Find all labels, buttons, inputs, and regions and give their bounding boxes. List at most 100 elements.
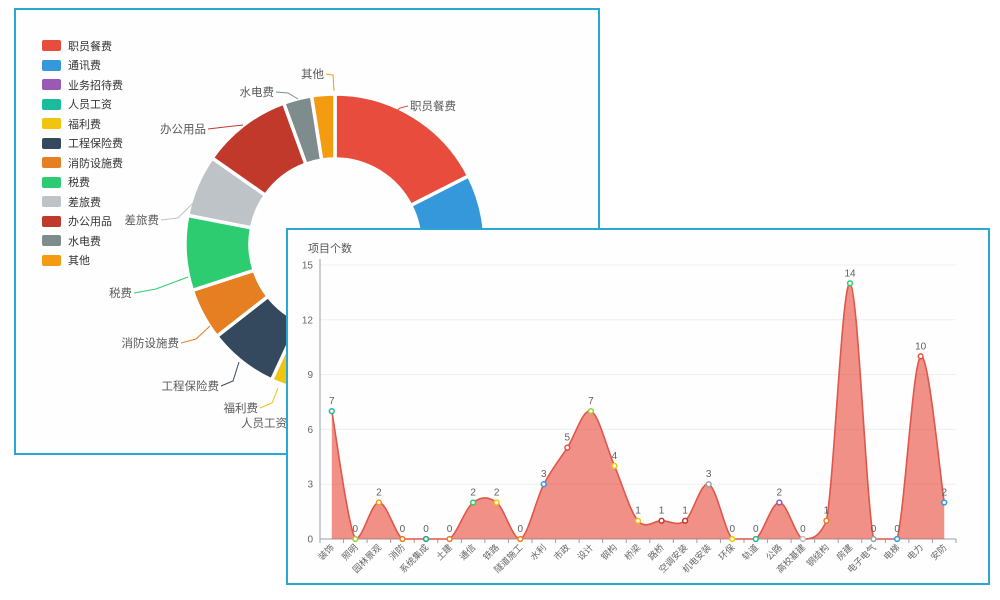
legend-swatch-icon [42,235,61,247]
data-point [846,280,854,287]
y-axis-label: 9 [307,370,313,381]
x-axis-label: 钢构 [598,542,619,563]
donut-label-line [207,124,244,130]
legend-item-label: 办公用品 [68,216,112,229]
legend-item[interactable]: 业务招待费 [42,75,123,95]
area-series-fill[interactable] [331,283,945,539]
donut-legend: 职员餐费通讯费业务招待费人员工资福利费工程保险费消防设施费税费差旅费办公用品水电… [42,36,123,270]
data-point [611,462,618,470]
legend-item[interactable]: 其他 [42,251,123,271]
data-point [375,499,383,506]
data-point [564,444,571,451]
x-axis-label: 路桥 [645,542,666,563]
x-axis-label: 通信 [457,542,478,563]
donut-slice-label: 税费 [109,286,132,300]
donut-slice-label: 差旅费 [125,213,160,227]
donut-label-line [259,387,279,409]
point-value-label: 7 [329,396,335,407]
data-point [705,481,712,488]
area-chart: 0 3 6 9 12 15 7 0 2 0 0 0 2 2 0 3 5 7 4 1 1 1 3 0 0 2 0 1 14 0 0 10 2 装饰照… [302,259,957,575]
data-point [352,535,359,543]
data-point [493,499,500,506]
legend-item[interactable]: 消防设施费 [42,153,123,173]
legend-item-label: 水电费 [68,235,101,248]
donut-slice-label: 福利费 [224,401,259,415]
legend-item-label: 工程保险费 [68,138,123,151]
donut-label-line [275,91,299,100]
legend-item[interactable]: 通讯费 [42,56,123,76]
legend-swatch-icon [42,98,61,110]
data-point [422,535,430,543]
legend-item-label: 福利费 [68,118,101,131]
point-value-label: 7 [588,396,594,407]
legend-swatch-icon [42,254,61,266]
legend-item[interactable]: 工程保险费 [42,134,123,154]
data-point [893,535,901,543]
donut-label-line [325,73,335,92]
point-value-label: 1 [635,506,641,517]
point-value-label: 0 [423,524,429,535]
legend-swatch-icon [42,118,61,130]
point-value-label: 3 [706,469,712,480]
point-value-label: 1 [659,506,665,517]
legend-item[interactable]: 福利费 [42,114,123,134]
point-value-label: 2 [777,487,783,498]
data-point [540,481,547,488]
y-axis-label: 15 [302,261,314,272]
legend-item[interactable]: 水电费 [42,231,123,251]
data-point [517,535,524,543]
x-axis-label: 水利 [528,542,549,563]
legend-item-label: 税费 [68,177,90,190]
y-axis-label: 12 [302,315,314,326]
point-value-label: 0 [447,524,453,535]
donut-label-line [220,361,240,387]
point-value-label: 0 [517,524,523,535]
legend-swatch-icon [42,59,61,71]
point-value-label: 0 [753,524,759,535]
x-axis-label: 土建 [433,542,454,563]
area-chart-panel: 项目个数 0 3 6 9 12 15 7 0 2 0 0 0 2 2 0 3 5 7 4 1 1 1 3 0 0 2 0 1 14 0 0 1… [286,228,990,585]
data-point [799,535,807,543]
x-axis-label: 照明 [340,542,360,562]
donut-slice-label: 工程保险费 [162,379,220,393]
x-axis-label: 钢结构 [804,542,831,569]
x-axis-label: 设计 [575,542,596,563]
legend-item[interactable]: 办公用品 [42,212,123,232]
x-axis-label: 电力 [905,542,926,563]
x-axis-label: 市政 [551,542,572,563]
point-value-label: 1 [824,506,830,517]
data-point [399,535,406,543]
donut-slice-label: 其他 [301,68,324,81]
point-value-label: 2 [941,487,947,498]
data-point [634,517,642,524]
x-axis-label: 安防 [928,542,949,563]
legend-item[interactable]: 人员工资 [42,95,123,115]
x-axis-label: 桥梁 [622,542,643,563]
legend-item-label: 通讯费 [68,60,101,73]
y-axis-label: 3 [307,480,313,491]
legend-item[interactable]: 差旅费 [42,192,123,212]
legend-item-label: 差旅费 [68,196,101,209]
donut-slice-label: 人员工资 [241,417,287,430]
legend-swatch-icon [42,137,61,149]
donut-slice[interactable] [309,92,337,162]
legend-swatch-icon [42,79,61,91]
point-value-label: 0 [800,524,806,535]
point-value-label: 0 [729,524,735,535]
data-point [587,407,595,415]
data-point [870,535,877,543]
point-value-label: 10 [915,341,927,352]
data-point [446,535,453,543]
legend-item-label: 消防设施费 [68,157,123,170]
x-axis-label: 房建 [834,542,855,563]
point-value-label: 2 [376,487,382,498]
data-point [823,517,830,524]
legend-swatch-icon [42,40,61,52]
donut-label-line [180,325,211,344]
data-point [917,353,924,360]
y-axis-label: 6 [307,425,313,436]
point-value-label: 0 [400,524,406,535]
legend-item[interactable]: 税费 [42,173,123,193]
legend-item-label: 人员工资 [68,99,112,112]
legend-item[interactable]: 职员餐费 [42,36,123,56]
